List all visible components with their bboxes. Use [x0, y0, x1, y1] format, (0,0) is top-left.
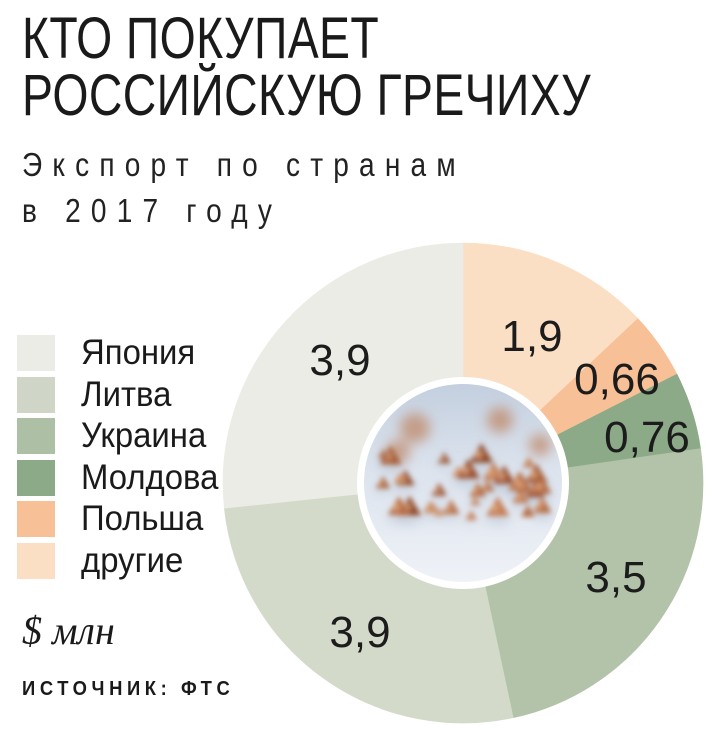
title-line-2: РОССИЙСКУЮ ГРЕЧИХУ [22, 63, 591, 128]
legend-item-ukraine: Украина [17, 418, 227, 454]
source-label: ИСТОЧНИК: ФТС [22, 678, 235, 700]
legend-label-others: другие [81, 540, 184, 580]
legend-item-lithuania: Литва [17, 374, 227, 414]
legend-swatch-others [17, 542, 55, 579]
legend-swatch-moldova [17, 459, 55, 496]
chart-legend: Япония Литва Украина Молдова Польша друг… [17, 335, 227, 584]
legend-label-ukraine: Украина [81, 416, 207, 455]
page-title: КТО ПОКУПАЕТ РОССИЙСКУЮ ГРЕЧИХУ [22, 6, 719, 128]
slice-value-другие: 1,9 [501, 312, 562, 361]
legend-swatch-poland [17, 501, 55, 537]
chart-subtitle: Экспорт по странам в 2017 году [22, 142, 719, 234]
title-line-1: КТО ПОКУПАЕТ [22, 6, 380, 71]
legend-item-japan: Япония [17, 335, 227, 371]
header: КТО ПОКУПАЕТ РОССИЙСКУЮ ГРЕЧИХУ Экспорт … [22, 10, 719, 234]
legend-swatch-japan [17, 335, 55, 371]
buckwheat-grains-photo [364, 384, 562, 582]
slice-value-Украина: 3,5 [585, 553, 646, 602]
subtitle-line-2: в 2017 году [22, 192, 283, 229]
legend-item-poland: Польша [17, 501, 227, 537]
slice-value-Япония: 3,9 [309, 336, 370, 385]
slice-value-Литва: 3,9 [329, 608, 390, 657]
legend-item-moldova: Молдова [17, 457, 227, 497]
legend-label-japan: Япония [81, 333, 196, 372]
legend-swatch-lithuania [17, 376, 55, 413]
legend-item-others: другие [17, 540, 227, 580]
slice-value-Польша: 0,66 [574, 355, 660, 404]
subtitle-line-1: Экспорт по странам [22, 146, 466, 183]
slice-labels: 1,90,66 0,76 3,5 3,9 3,9 [309, 312, 689, 657]
unit-label: $ млн [22, 608, 115, 653]
legend-swatch-ukraine [17, 418, 55, 454]
legend-label-lithuania: Литва [81, 374, 172, 414]
slice-value-Молдова: 0,76 [604, 413, 690, 462]
legend-label-poland: Польша [81, 499, 204, 538]
legend-label-moldova: Молдова [81, 457, 219, 497]
